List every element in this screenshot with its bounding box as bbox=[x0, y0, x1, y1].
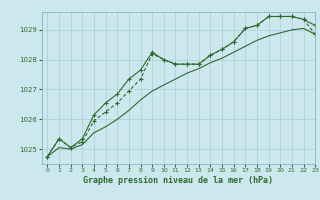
X-axis label: Graphe pression niveau de la mer (hPa): Graphe pression niveau de la mer (hPa) bbox=[84, 176, 273, 185]
